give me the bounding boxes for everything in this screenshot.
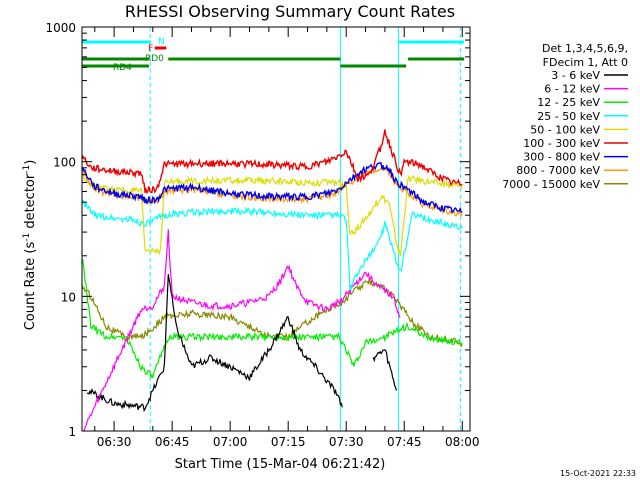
chart-title: RHESSI Observing Summary Count Rates (125, 2, 455, 21)
legend-label-25-50: 25 - 50 keV (537, 110, 600, 123)
series-6-12-line (82, 229, 401, 432)
y-axis-label-text: Count Rate (s (23, 242, 38, 331)
legend-label-7000-15000: 7000 - 15000 keV (502, 178, 600, 191)
flag-rd0-label: RD0 (145, 54, 164, 64)
plot-frame (81, 26, 471, 432)
flag-night-label: N (158, 37, 165, 47)
timestamp: 15-Oct-2021 22:33 (560, 469, 636, 478)
x-tick-label-07:00: 07:00 (213, 435, 248, 449)
series-300-800-line (81, 162, 463, 214)
y-axis-label-sup1: -1 (22, 233, 32, 242)
legend-label-300-800: 300 - 800 keV (523, 151, 600, 164)
legend-label-3-6: 3 - 6 keV (551, 69, 600, 82)
legend-label-100-300: 100 - 300 keV (523, 137, 600, 150)
legend-header-2: FDecim 1, Att 0 (543, 56, 628, 69)
legend-label-50-100: 50 - 100 keV (530, 123, 600, 136)
legend-header-1: Det 1,3,4,5,6,9, (542, 42, 628, 55)
x-tick-label-07:45: 07:45 (387, 435, 422, 449)
series-100-300-line (81, 129, 463, 195)
y-tick-label-10: 10 (61, 290, 76, 304)
y-axis-label-mid: detector (23, 173, 38, 233)
x-tick-label-07:30: 07:30 (329, 435, 364, 449)
y-tick-label-1000: 1000 (45, 21, 76, 35)
y-axis-label-sup2: -1 (22, 165, 32, 174)
series-25-50-line (81, 199, 463, 291)
y-axis-label: Count Rate (s-1 detector-1) (22, 160, 38, 331)
series-50-100-line (81, 173, 463, 257)
axes: 1 10 100 1000 06:30 06:45 07:00 07:15 07:30 07:45… (45, 21, 479, 449)
legend-label-6-12: 6 - 12 keV (544, 83, 600, 96)
legend-label-800-7000: 800 - 7000 keV (516, 164, 600, 177)
legend-label-12-25: 12 - 25 keV (537, 96, 600, 109)
x-tick-label-06:45: 06:45 (155, 435, 190, 449)
x-tick-label-08:00: 08:00 (445, 435, 480, 449)
series-3-6-line-b (372, 349, 398, 391)
y-tick-label-100: 100 (53, 156, 76, 170)
series-3-6-line (86, 274, 343, 413)
x-tick-label-06:30: 06:30 (97, 435, 132, 449)
series-7000-15000-line (81, 277, 463, 348)
x-tick-label-07:15: 07:15 (271, 435, 306, 449)
legend: Det 1,3,4,5,6,9,FDecim 1, Att 03 - 6 keV… (502, 42, 628, 191)
y-axis-label-end: ) (23, 160, 38, 165)
y-tick-label-1: 1 (68, 425, 76, 439)
x-axis-label: Start Time (15-Mar-04 06:21:42) (175, 457, 386, 472)
flag-flare-label: F (148, 44, 153, 54)
series-12-25-line (81, 258, 463, 380)
flag-rd4-label: RD4 (113, 63, 132, 73)
